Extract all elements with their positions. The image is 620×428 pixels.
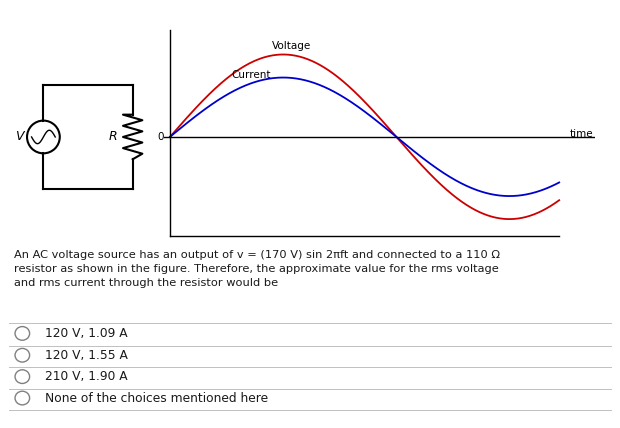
Text: R: R (109, 131, 118, 143)
Text: Voltage: Voltage (272, 41, 312, 51)
Text: 210 V, 1.90 A: 210 V, 1.90 A (45, 370, 127, 383)
Text: None of the choices mentioned here: None of the choices mentioned here (45, 392, 268, 404)
Text: An AC voltage source has an output of v = (170 V) sin 2πft and connected to a 11: An AC voltage source has an output of v … (14, 250, 500, 288)
Text: 120 V, 1.09 A: 120 V, 1.09 A (45, 327, 127, 340)
Text: V: V (16, 131, 24, 143)
Text: Current: Current (231, 70, 271, 80)
Text: time: time (570, 129, 593, 140)
Text: 120 V, 1.55 A: 120 V, 1.55 A (45, 349, 128, 362)
Text: 0: 0 (158, 132, 164, 142)
